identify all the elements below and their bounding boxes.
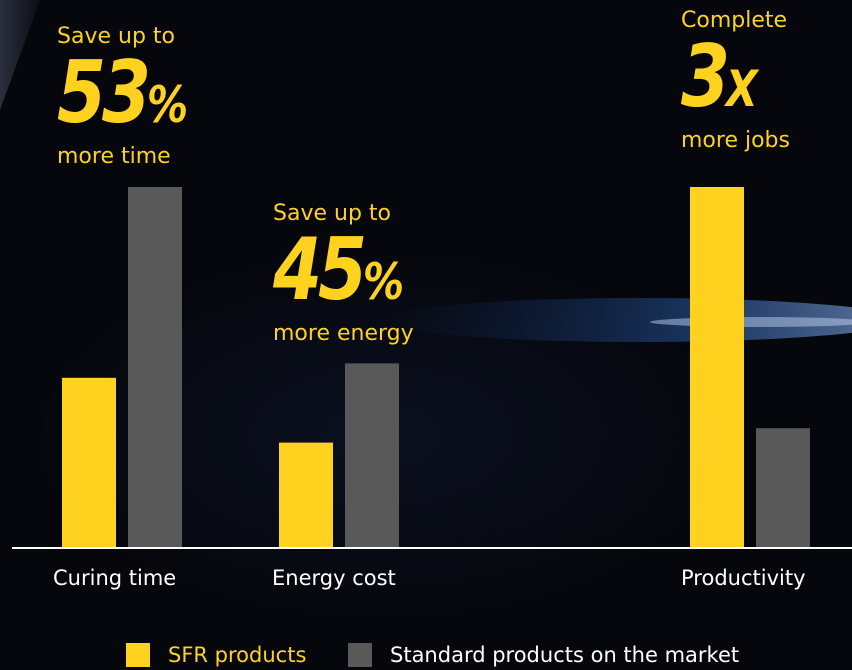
- callout-curing-line1: Save up to: [57, 24, 175, 49]
- callout-energy-unit: %: [362, 253, 405, 311]
- legend-item-sfr-products: SFR products: [126, 642, 306, 668]
- callout-energy-cost: Save up to 45% more energy: [273, 201, 433, 347]
- bar-productivity-standard: [756, 428, 810, 547]
- callout-curing-line2: more time: [57, 144, 171, 169]
- callout-energy-number: 45%: [273, 227, 404, 325]
- legend-label-standard: Standard products on the market: [390, 643, 740, 667]
- bars-group: [62, 187, 810, 547]
- bar-curing-time-sfr: [62, 377, 116, 547]
- bar-energy-cost-sfr: [279, 442, 333, 547]
- category-label-productivity: Productivity: [681, 566, 806, 590]
- bar-productivity-sfr: [690, 187, 744, 547]
- callout-energy-value: 45: [273, 220, 367, 320]
- callout-energy-line1: Save up to: [273, 201, 391, 226]
- callout-productivity-line1: Complete: [681, 8, 788, 33]
- callout-curing-unit: %: [146, 76, 189, 134]
- category-label-curing-time: Curing time: [53, 566, 177, 590]
- category-label-energy-cost: Energy cost: [272, 566, 396, 590]
- legend-label-sfr: SFR products: [168, 643, 307, 667]
- callout-curing-number: 53%: [57, 50, 188, 148]
- bar-energy-cost-standard: [345, 363, 399, 547]
- callout-productivity-number: 3X: [681, 34, 770, 132]
- background-wedge: [0, 0, 40, 110]
- callout-curing-value: 53: [57, 43, 151, 143]
- callout-energy-line2: more energy: [273, 321, 414, 346]
- legend-swatch-standard: [348, 643, 372, 667]
- legend-item-standard-products: Standard products on the market: [348, 642, 739, 668]
- callout-curing-time: Save up to 53% more time: [57, 24, 217, 170]
- callout-productivity: Complete 3X more jobs: [681, 8, 790, 154]
- bar-curing-time-standard: [128, 187, 182, 547]
- callout-productivity-unit: X: [725, 60, 758, 118]
- callout-productivity-value: 3: [681, 27, 730, 127]
- legend-swatch-sfr: [126, 643, 150, 667]
- callout-productivity-line2: more jobs: [681, 128, 790, 153]
